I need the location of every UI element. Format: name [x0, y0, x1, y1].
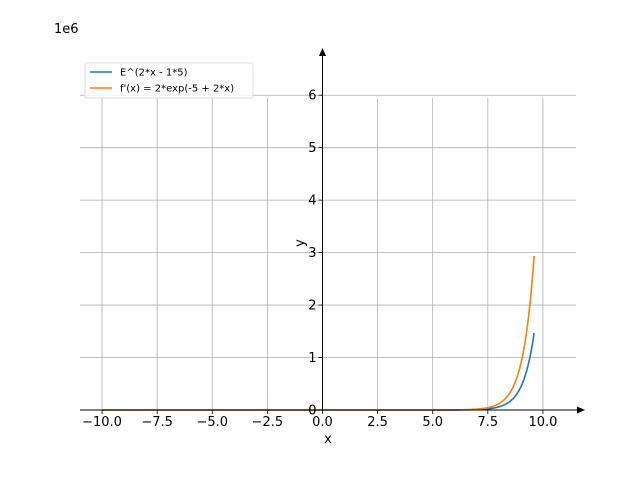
legend-label-series-2: f'(x) = 2*exp(-5 + 2*x): [120, 84, 234, 95]
y-tick-label-5: 5: [308, 141, 316, 156]
offset-text: 1e6: [54, 22, 79, 37]
x-tick-label-7: 7.5: [477, 415, 498, 430]
x-tick-label-1: −7.5: [141, 415, 173, 430]
axes: [80, 48, 585, 414]
legend-label-series-1: E^(2*x - 1*5): [120, 68, 188, 79]
y-tick-label-1: 1: [308, 351, 316, 366]
tick-labels: −10.0 −7.5 −5.0 −2.5 0.0 2.5 5.0 7.5 10.0 0 1 2 3 4 5 6: [82, 89, 557, 430]
x-axis-arrow: [577, 406, 585, 414]
legend-box: [84, 62, 254, 99]
y-tick-label-0: 0: [308, 404, 316, 419]
x-tick-label-2: −5.0: [196, 415, 228, 430]
x-tick-label-6: 5.0: [422, 415, 443, 430]
grid: [80, 94, 576, 410]
x-tick-label-8: 10.0: [528, 415, 557, 430]
x-tick-label-0: −10.0: [82, 415, 122, 430]
y-tick-label-2: 2: [308, 299, 316, 314]
y-tick-label-6: 6: [308, 89, 316, 104]
x-tick-label-5: 2.5: [367, 415, 388, 430]
x-axis-label: x: [324, 432, 332, 447]
legend: E^(2*x - 1*5) f'(x) = 2*exp(-5 + 2*x): [84, 62, 254, 99]
y-tick-label-3: 3: [308, 246, 316, 261]
x-tick-label-4: 0.0: [312, 415, 333, 430]
y-tick-label-4: 4: [308, 194, 316, 209]
y-axis-label: y: [293, 239, 308, 247]
x-tick-label-3: −2.5: [252, 415, 284, 430]
y-axis-arrow: [318, 48, 326, 56]
